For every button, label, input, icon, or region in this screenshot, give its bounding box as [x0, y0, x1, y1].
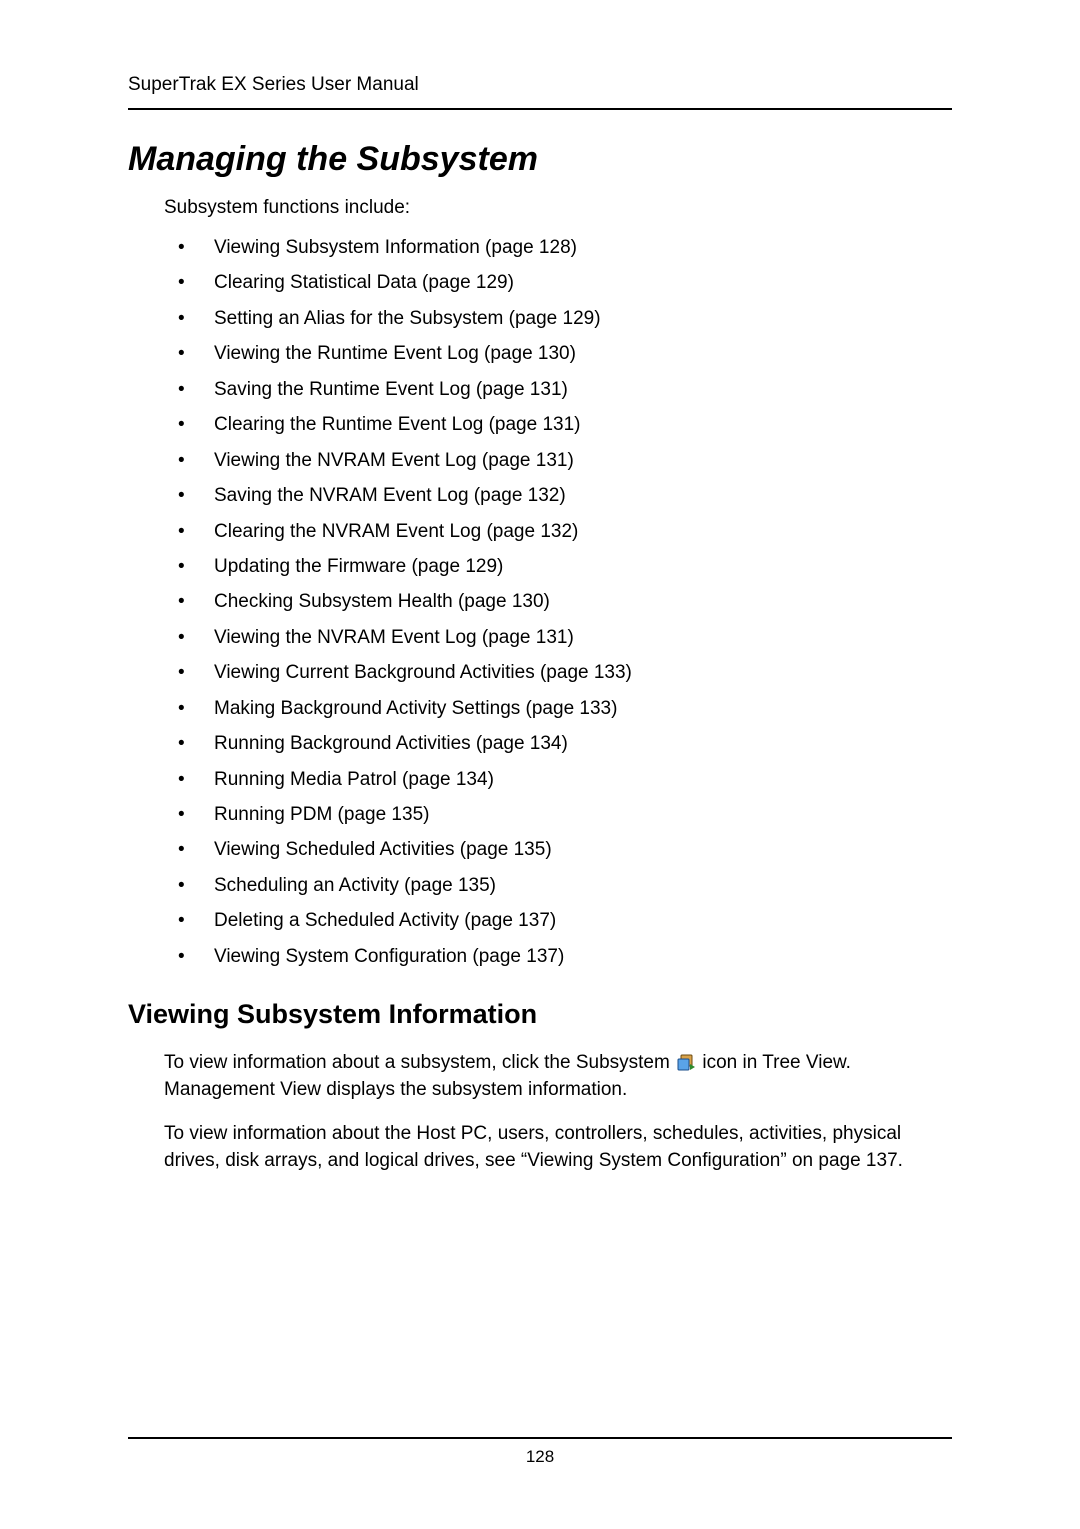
body-paragraph-2: To view information about the Host PC, u… [164, 1121, 952, 1174]
sub-heading: Viewing Subsystem Information [128, 999, 952, 1030]
list-item: Checking Subsystem Health (page 130) [164, 587, 952, 616]
bullet-list: Viewing Subsystem Information (page 128)… [164, 233, 952, 971]
list-item: Setting an Alias for the Subsystem (page… [164, 304, 952, 333]
list-item: Viewing Scheduled Activities (page 135) [164, 835, 952, 864]
list-item: Scheduling an Activity (page 135) [164, 871, 952, 900]
list-item: Running Media Patrol (page 134) [164, 765, 952, 794]
body-paragraph-1: To view information about a subsystem, c… [164, 1050, 952, 1103]
list-item: Clearing the Runtime Event Log (page 131… [164, 410, 952, 439]
list-item: Viewing Subsystem Information (page 128) [164, 233, 952, 262]
list-item: Making Background Activity Settings (pag… [164, 694, 952, 723]
list-item: Viewing the Runtime Event Log (page 130) [164, 339, 952, 368]
list-item: Viewing System Configuration (page 137) [164, 942, 952, 971]
list-item: Viewing Current Background Activities (p… [164, 658, 952, 687]
list-item: Running Background Activities (page 134) [164, 729, 952, 758]
list-item: Saving the NVRAM Event Log (page 132) [164, 481, 952, 510]
page-number: 128 [128, 1447, 952, 1467]
footer-area: 128 [128, 1437, 952, 1467]
list-item: Viewing the NVRAM Event Log (page 131) [164, 446, 952, 475]
header-rule [128, 108, 952, 110]
subsystem-icon [677, 1054, 695, 1072]
list-item: Running PDM (page 135) [164, 800, 952, 829]
footer-rule [128, 1437, 952, 1439]
list-item: Clearing Statistical Data (page 129) [164, 268, 952, 297]
running-header: SuperTrak EX Series User Manual [128, 74, 952, 108]
list-item: Viewing the NVRAM Event Log (page 131) [164, 623, 952, 652]
para1-before-icon: To view information about a subsystem, c… [164, 1052, 675, 1073]
list-item: Deleting a Scheduled Activity (page 137) [164, 906, 952, 935]
intro-text: Subsystem functions include: [164, 197, 952, 219]
page-container: SuperTrak EX Series User Manual Managing… [0, 0, 1080, 1529]
list-item: Saving the Runtime Event Log (page 131) [164, 375, 952, 404]
main-heading: Managing the Subsystem [128, 140, 952, 179]
list-item: Updating the Firmware (page 129) [164, 552, 952, 581]
list-item: Clearing the NVRAM Event Log (page 132) [164, 517, 952, 546]
